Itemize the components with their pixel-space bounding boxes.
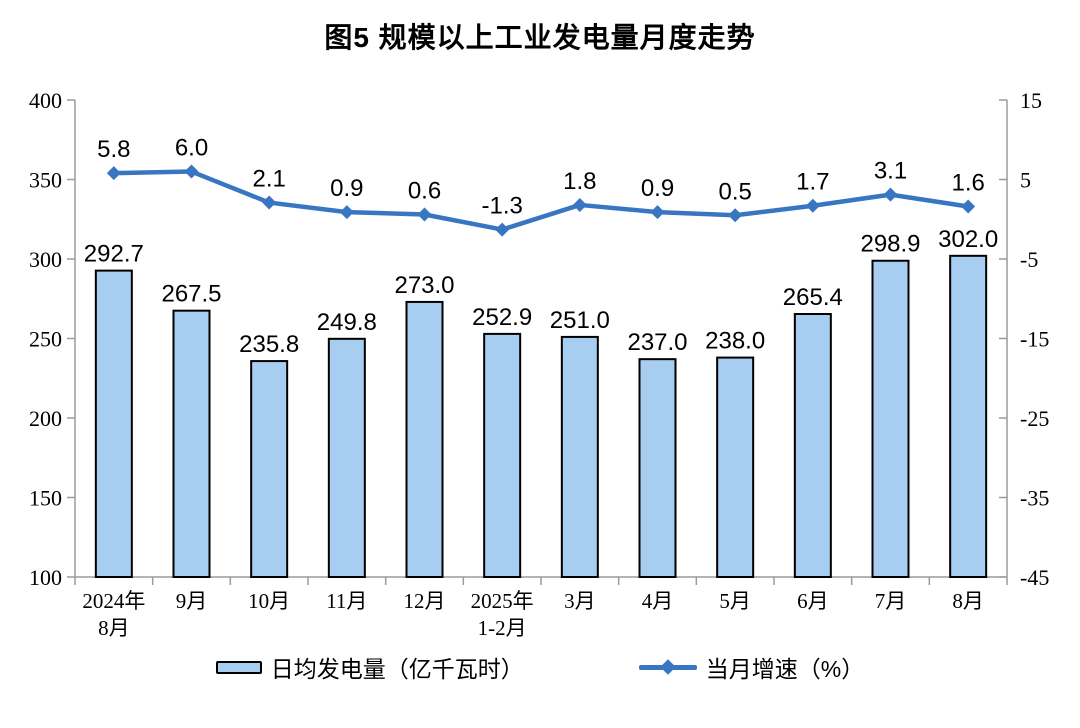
right-axis-tick-label: -5 xyxy=(1020,247,1038,272)
right-axis-tick-label: -25 xyxy=(1020,406,1049,431)
bar xyxy=(560,335,599,578)
diamond-marker xyxy=(728,208,743,223)
diamond-marker xyxy=(805,198,820,213)
x-axis-category-label: 5月 xyxy=(719,589,751,613)
line-value-label: 2.1 xyxy=(252,166,285,193)
bar xyxy=(638,358,677,579)
bar-value-label: 249.8 xyxy=(317,309,377,336)
line-value-label: 0.6 xyxy=(408,177,441,204)
line-value-label: 1.7 xyxy=(796,169,829,196)
bar-value-label: 238.0 xyxy=(705,328,765,355)
x-axis-category-label: 7月 xyxy=(875,589,907,613)
line-value-label: 5.8 xyxy=(97,136,130,163)
right-axis-tick-label: 5 xyxy=(1020,168,1031,193)
trend-line xyxy=(111,169,971,232)
bar-value-label: 298.9 xyxy=(860,231,920,258)
legend-bar-label: 日均发电量（亿千瓦时） xyxy=(270,656,524,682)
right-axis-tick-label: 15 xyxy=(1020,88,1042,113)
bar-data-labels: 292.7 267.5 235.8 249.8 273.0 252.9 251.0 237.0… xyxy=(84,226,998,358)
right-axis-tick-label: -45 xyxy=(1020,565,1049,590)
axes: 400 350 300 250 200 150 100 15 5 -5 -15 -25 -35 -45 20… xyxy=(29,88,1049,640)
legend-item-line: 当月增速（%） xyxy=(638,650,865,684)
diamond-marker xyxy=(339,205,354,220)
line-value-label: 1.6 xyxy=(951,170,984,197)
x-axis-category-label: 9月 xyxy=(176,589,208,613)
line-marker-icon xyxy=(638,659,697,675)
x-axis-category-label: 3月 xyxy=(564,589,596,613)
line-data-labels: 5.8 6.0 2.1 0.9 0.6 -1.3 1.8 0.9 0.5 1.7 3.1 1.6 xyxy=(97,135,985,220)
bar xyxy=(172,309,211,578)
line-series xyxy=(106,164,976,237)
bar xyxy=(327,337,366,578)
diamond-marker xyxy=(106,166,121,181)
bar-value-label: 292.7 xyxy=(84,241,144,268)
right-axis-tick-label: -35 xyxy=(1020,486,1049,511)
x-axis-category-label: 4月 xyxy=(642,589,674,613)
bar xyxy=(871,259,910,578)
bar-value-label: 267.5 xyxy=(161,281,221,308)
right-axis-tick-label: -15 xyxy=(1020,327,1049,352)
diamond-marker xyxy=(883,187,898,202)
bar-value-label: 302.0 xyxy=(938,226,998,253)
bar-value-label: 235.8 xyxy=(239,331,299,358)
legend-item-bar: 日均发电量（亿千瓦时） xyxy=(215,650,524,684)
bar xyxy=(949,254,988,578)
left-axis-tick-label: 300 xyxy=(29,247,62,272)
x-axis-category-label: 8月 xyxy=(952,589,984,613)
x-axis-category-label: 6月 xyxy=(797,589,829,613)
left-axis-tick-label: 350 xyxy=(29,168,62,193)
bar xyxy=(250,360,289,578)
x-axis-category-label: 2025年 1-2月 xyxy=(471,589,534,640)
bar-value-label: 273.0 xyxy=(394,272,454,299)
diamond-marker xyxy=(417,207,432,222)
diamond-marker xyxy=(495,222,510,237)
left-axis-tick-label: 100 xyxy=(29,565,62,590)
line-value-label: 0.9 xyxy=(330,175,363,202)
left-axis-tick-label: 250 xyxy=(29,327,62,352)
bar xyxy=(483,332,522,578)
bar-value-label: 265.4 xyxy=(783,284,843,311)
x-axis-category-label: 12月 xyxy=(404,589,446,613)
line-value-label: 3.1 xyxy=(874,158,907,185)
x-axis-category-label: 11月 xyxy=(326,589,367,613)
diamond-marker xyxy=(961,199,976,214)
bar xyxy=(94,269,133,578)
diamond-marker xyxy=(572,197,587,212)
bar xyxy=(793,313,832,578)
bar-series xyxy=(94,254,988,579)
chart-title: 图5 规模以上工业发电量月度走势 xyxy=(324,22,756,53)
bar xyxy=(405,300,444,578)
line-value-label: -1.3 xyxy=(481,193,522,220)
line-value-label: 1.8 xyxy=(563,168,596,195)
line-value-label: 6.0 xyxy=(175,135,208,162)
diamond-marker xyxy=(650,205,665,220)
bar-value-label: 252.9 xyxy=(472,304,532,331)
left-axis-tick-label: 150 xyxy=(29,486,62,511)
left-axis-tick-label: 200 xyxy=(29,406,62,431)
line-value-label: 0.9 xyxy=(641,175,674,202)
bar-value-label: 237.0 xyxy=(627,329,687,356)
diamond-marker xyxy=(262,195,277,210)
diamond-marker xyxy=(184,164,199,179)
bar xyxy=(716,356,755,578)
bar-swatch-icon xyxy=(215,660,262,674)
chart-legend: 日均发电量（亿千瓦时） 当月增速（%） xyxy=(0,650,1080,684)
x-axis-category-label: 10月 xyxy=(248,589,290,613)
line-value-label: 0.5 xyxy=(718,178,751,205)
left-axis-tick-label: 400 xyxy=(29,88,62,113)
x-axis-category-label: 2024年 8月 xyxy=(82,589,145,640)
bar-value-label: 251.0 xyxy=(550,307,610,334)
legend-line-label: 当月增速（%） xyxy=(705,656,865,682)
